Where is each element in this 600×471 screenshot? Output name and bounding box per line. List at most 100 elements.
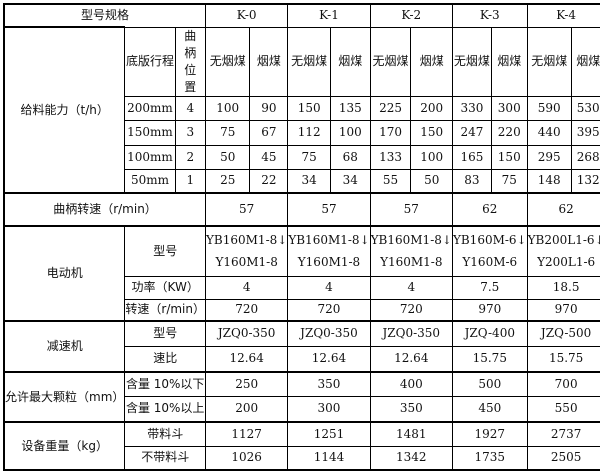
motor-value: 4 [287,275,371,300]
stroke-value: 50mm [124,168,176,194]
reducer-row-label: 型号 [124,320,206,347]
subheader-row: 给料能力（t/h） 底版行程 曲柄位置 无烟煤 烟煤 无烟煤 烟煤 无烟煤 烟煤 无烟煤 烟煤 无烟煤… [3,26,600,194]
reducer-value: 15.75 [451,345,528,373]
motor-value: 970 [451,298,528,322]
capacity-value: 395 [570,119,600,146]
capacity-value: 90 [249,95,289,121]
capacity-label: 给料能力（t/h） [3,26,126,194]
capacity-value: 50 [410,168,453,194]
model-header: K-1 [287,3,371,28]
motor-label: 电动机 [3,225,126,322]
capacity-value: 150 [287,95,331,121]
reducer-label: 减速机 [3,320,126,373]
capacity-row: 200mm 4 100 90 150 135 225 200 330 300 590 530 [4,95,600,121]
crank-speed-value: 62 [451,192,528,227]
motor-row-label: 型号 [124,225,206,277]
capacity-value: 133 [369,144,412,170]
motor-value: YB160M1-8↓ Y160M1-8 [204,225,289,277]
capacity-value: 112 [287,119,331,146]
motor-row-label: 功率（KW） [124,275,206,300]
capacity-value: 22 [249,168,289,194]
max-particle-value: 350 [369,395,453,423]
motor-value: 4 [204,275,289,300]
coal-type-bituminous: 烟煤 [490,26,528,97]
capacity-value: 75 [204,119,251,146]
capacity-value: 75 [287,144,331,170]
max-particle-row-label: 含量 10%以上 [124,395,206,423]
weight-value: 1481 [369,421,453,447]
model-header: K-2 [369,3,453,28]
capacity-row: 150mm 3 75 67 112 100 170 150 247 220 440 395 [4,119,600,146]
capacity-value: 83 [451,168,492,194]
model-header: K-0 [204,3,289,28]
capacity-row: 50mm 1 25 22 34 34 55 50 83 75 148 132 [4,168,600,194]
reducer-value: JZQ0-350 [369,320,453,347]
max-particle-value: 700 [526,371,600,397]
capacity-value: 34 [287,168,331,194]
motor-value: YB160M1-8↓ Y160M1-8 [287,225,371,277]
crank-position-value: 3 [174,119,207,146]
coal-type-anthracite: 无烟煤 [204,26,251,97]
capacity-value: 590 [526,95,572,121]
capacity-value: 50 [204,144,251,170]
capacity-value: 34 [329,168,371,194]
capacity-value: 45 [249,144,289,170]
max_particle-row: 允许最大颗粒（mm） 含量 10%以下 250 350 400 500 700 [3,371,600,423]
motor-row: 转速（r/min） 720 720 720 970 970 [4,298,600,322]
motor-value: 720 [369,298,453,322]
capacity-value: 530 [570,95,600,121]
crank-speed-label: 曲柄转速（r/min） [3,192,206,227]
motor-value: YB160M-6↓ Y160M-6 [451,225,528,277]
weight-value: 2737 [526,421,600,447]
reducer-value: 12.64 [287,345,371,373]
capacity-value: 170 [369,119,412,146]
capacity-value: 295 [526,144,572,170]
motor-row: 功率（KW） 4 4 4 7.5 18.5 [4,275,600,300]
weight-value: 1127 [204,421,289,447]
capacity-value: 100 [329,119,371,146]
capacity-value: 268 [570,144,600,170]
max-particle-value: 450 [451,395,528,423]
capacity-value: 135 [329,95,371,121]
capacity-value: 100 [204,95,251,121]
capacity-value: 200 [410,95,453,121]
max-particle-value: 350 [287,371,371,397]
capacity-value: 330 [451,95,492,121]
reducer-row-label: 速比 [124,345,206,373]
crank-position-value: 1 [174,168,207,194]
crank-speed-value: 57 [287,192,371,227]
spec-label: 型号规格 [3,3,206,28]
coal-type-bituminous: 烟煤 [570,26,600,97]
max-particle-value: 200 [204,395,289,423]
motor-value: 7.5 [451,275,528,300]
reducer-value: 12.64 [369,345,453,373]
crank-speed-value: 62 [526,192,600,227]
stroke-value: 100mm [124,144,176,170]
stroke-value: 200mm [124,95,176,121]
reducer-value: 12.64 [204,345,289,373]
motor-row-label: 转速（r/min） [124,298,206,322]
reducer-value: JZQ0-350 [204,320,289,347]
capacity-value: 25 [204,168,251,194]
reducer-value: JZQ0-350 [287,320,371,347]
coal-type-bituminous: 烟煤 [329,26,371,97]
crank-position-value: 2 [174,144,207,170]
max-particle-label: 允许最大颗粒（mm） [3,371,126,423]
stroke-label: 底版行程 [124,26,176,97]
crank-speed-row: 曲柄转速（r/min） 57 57 57 62 62 [3,192,600,227]
max-particle-row-label: 含量 10%以下 [124,371,206,397]
crank-position-label: 曲柄位置 [174,26,207,97]
coal-type-anthracite: 无烟煤 [369,26,412,97]
coal-type-bituminous: 烟煤 [249,26,289,97]
max-particle-value: 550 [526,395,600,423]
motor-value: YB200L1-6↓ Y200L1-6 [526,225,600,277]
capacity-value: 68 [329,144,371,170]
model-header: K-3 [451,3,528,28]
capacity-value: 132 [570,168,600,194]
motor-value: 720 [287,298,371,322]
crank-position-value: 4 [174,95,207,121]
capacity-value: 55 [369,168,412,194]
capacity-value: 148 [526,168,572,194]
coal-type-anthracite: 无烟煤 [451,26,492,97]
spec-table: 型号规格 K-0 K-1 K-2 K-3 K-4 给料能力（t/h） 底版行程 曲柄位置 无烟煤烟… [3,3,600,471]
